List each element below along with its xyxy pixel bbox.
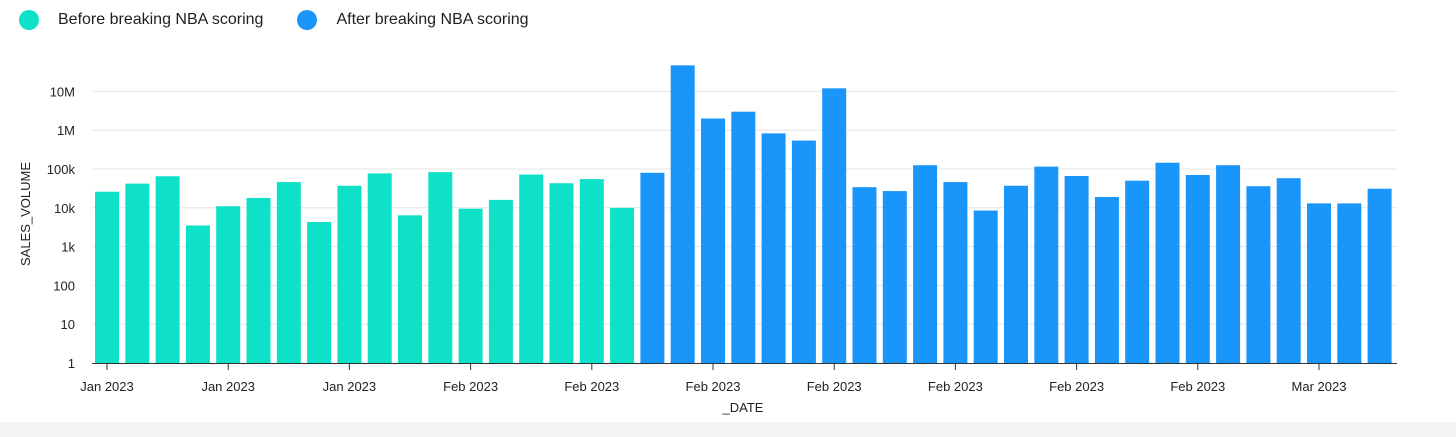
x-axis-label: _DATE xyxy=(722,400,764,415)
bar[interactable] xyxy=(1307,203,1331,363)
bar[interactable] xyxy=(1216,165,1241,363)
x-tick-label: Feb 2023 xyxy=(564,379,619,394)
bar[interactable] xyxy=(428,172,453,363)
bar[interactable] xyxy=(1064,176,1089,363)
x-tick-label: Feb 2023 xyxy=(1170,379,1225,394)
bar[interactable] xyxy=(337,185,362,363)
bar[interactable] xyxy=(761,133,786,363)
legend-swatch-after xyxy=(297,10,318,30)
bar[interactable] xyxy=(185,225,210,363)
x-tick-label: Feb 2023 xyxy=(928,379,983,394)
bar[interactable] xyxy=(458,208,483,363)
bar[interactable] xyxy=(1094,196,1119,363)
bar[interactable] xyxy=(852,187,877,363)
x-tick-label: Jan 2023 xyxy=(323,379,377,394)
x-tick-label: Feb 2023 xyxy=(1049,379,1104,394)
bars xyxy=(95,65,1392,364)
bar[interactable] xyxy=(882,191,907,363)
y-tick-label: 1k xyxy=(61,240,75,255)
y-axis-tick-labels: 1 10 100 1k 10k 100k 1M 10M xyxy=(47,84,76,371)
bar[interactable] xyxy=(125,183,150,363)
bar[interactable] xyxy=(1004,185,1028,363)
chart-legend: Before breaking NBA scoring After breaki… xyxy=(19,7,563,33)
bar[interactable] xyxy=(216,206,241,363)
bar[interactable] xyxy=(1246,186,1271,363)
bar[interactable] xyxy=(822,88,847,364)
bar[interactable] xyxy=(276,182,301,363)
bar[interactable] xyxy=(973,210,998,363)
bottom-scroll-band xyxy=(0,422,1456,437)
x-axis-ticks: Jan 2023 Jan 2023 Jan 2023 Feb 2023 Feb 2023… xyxy=(80,364,1346,394)
x-tick-label: Feb 2023 xyxy=(686,379,741,394)
bar[interactable] xyxy=(95,191,119,363)
bar[interactable] xyxy=(307,222,332,363)
bar[interactable] xyxy=(488,199,513,363)
bar[interactable] xyxy=(549,183,574,363)
bar[interactable] xyxy=(1367,188,1392,363)
x-tick-label: Feb 2023 xyxy=(443,379,498,394)
bar[interactable] xyxy=(579,179,604,363)
bar[interactable] xyxy=(155,176,180,363)
bar[interactable] xyxy=(1276,178,1301,363)
bar[interactable] xyxy=(943,182,968,363)
x-tick-label: Mar 2023 xyxy=(1292,379,1347,394)
bar[interactable] xyxy=(1034,166,1059,363)
bar[interactable] xyxy=(701,118,725,363)
bar[interactable] xyxy=(731,111,756,363)
bar[interactable] xyxy=(1125,180,1150,363)
legend-label-before: Before breaking NBA scoring xyxy=(58,11,264,28)
y-tick-label: 1 xyxy=(68,356,75,371)
y-tick-label: 100 xyxy=(53,278,75,293)
legend-swatch-before xyxy=(19,10,39,30)
legend-label-after: After breaking NBA scoring xyxy=(336,11,529,28)
y-tick-label: 10M xyxy=(50,84,75,99)
bar[interactable] xyxy=(791,140,816,363)
bar[interactable] xyxy=(913,165,938,363)
y-tick-label: 10 xyxy=(61,317,75,332)
bar[interactable] xyxy=(670,65,695,363)
y-tick-label: 100k xyxy=(47,162,76,177)
legend-item-before[interactable]: Before breaking NBA scoring xyxy=(19,10,263,30)
bar[interactable] xyxy=(1185,175,1210,363)
y-axis-label: SALES_VOLUME xyxy=(18,162,33,266)
x-tick-label: Feb 2023 xyxy=(807,379,862,394)
x-tick-label: Jan 2023 xyxy=(201,379,255,394)
legend-item-after[interactable]: After breaking NBA scoring xyxy=(297,10,529,30)
bar[interactable] xyxy=(1337,203,1362,363)
x-tick-label: Jan 2023 xyxy=(80,379,134,394)
bar[interactable] xyxy=(610,207,635,363)
y-tick-label: 1M xyxy=(57,123,75,138)
bar[interactable] xyxy=(640,172,665,363)
bar[interactable] xyxy=(367,173,392,363)
bar[interactable] xyxy=(519,174,544,363)
y-tick-label: 10k xyxy=(54,201,75,216)
bar[interactable] xyxy=(398,215,422,363)
bar[interactable] xyxy=(246,197,271,363)
bar[interactable] xyxy=(1155,162,1180,363)
